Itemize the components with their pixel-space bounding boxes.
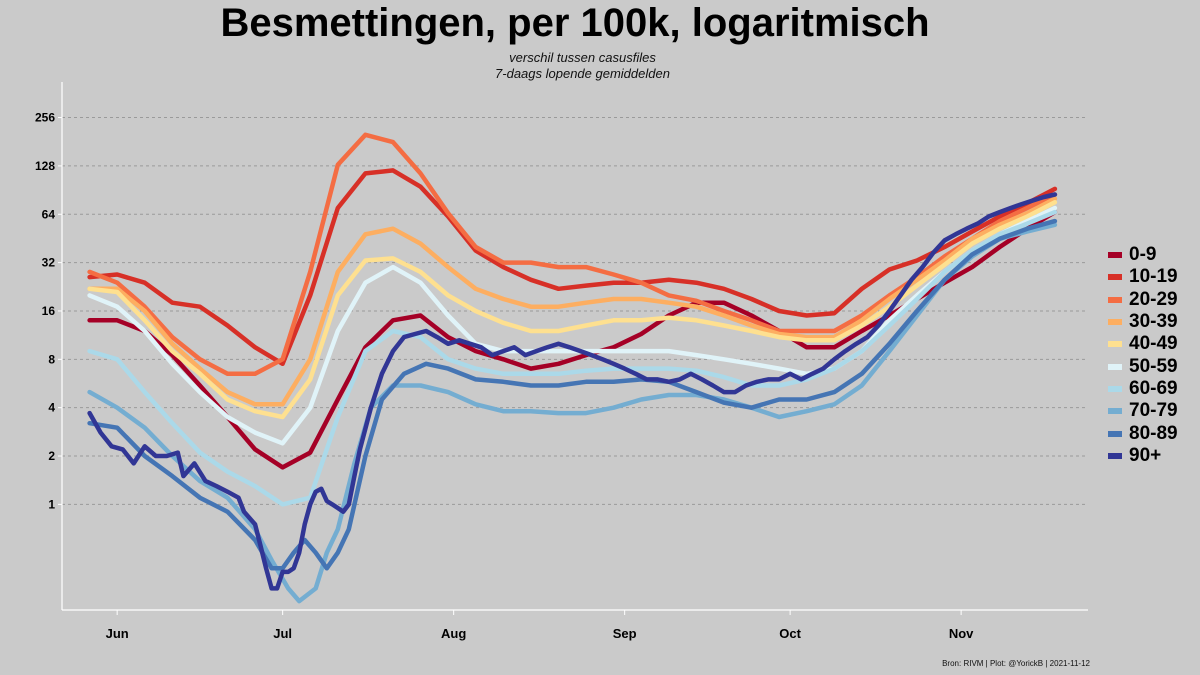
x-tick-label: Aug bbox=[441, 626, 466, 641]
legend-label: 50-59 bbox=[1129, 355, 1178, 377]
legend-swatch bbox=[1108, 319, 1122, 326]
legend-item: 30-39 bbox=[1108, 311, 1178, 333]
legend-label: 20-29 bbox=[1129, 288, 1178, 310]
legend-item: 70-79 bbox=[1108, 400, 1178, 422]
legend-label: 10-19 bbox=[1129, 266, 1178, 288]
legend-item: 20-29 bbox=[1108, 289, 1178, 311]
legend-item: 50-59 bbox=[1108, 355, 1178, 377]
legend-item: 0-9 bbox=[1108, 244, 1178, 266]
series-line-90+ bbox=[87, 192, 1058, 591]
y-tick-label: 16 bbox=[42, 304, 56, 318]
legend-item: 40-49 bbox=[1108, 333, 1178, 355]
x-tick-label: Oct bbox=[779, 626, 801, 641]
chart-subtitle-line-2: 7-daags lopende gemiddelden bbox=[495, 66, 670, 81]
legend-swatch bbox=[1108, 430, 1122, 437]
y-tick-label: 8 bbox=[48, 352, 55, 366]
series-line-10-19 bbox=[87, 168, 1058, 367]
chart-subtitle-line-1: verschil tussen casusfiles bbox=[509, 50, 656, 65]
y-tick-label: 1 bbox=[48, 497, 55, 511]
legend-label: 0-9 bbox=[1129, 244, 1157, 266]
y-tick-label: 256 bbox=[35, 111, 55, 125]
legend-item: 60-69 bbox=[1108, 378, 1178, 400]
legend-label: 90+ bbox=[1129, 444, 1162, 466]
legend-swatch bbox=[1108, 341, 1122, 348]
source-caption: Bron: RIVM | Plot: @YorickB | 2021-11-12 bbox=[942, 659, 1090, 668]
series-line-50-59 bbox=[87, 205, 1058, 446]
legend-swatch bbox=[1108, 296, 1122, 303]
legend-label: 30-39 bbox=[1129, 311, 1178, 333]
legend-swatch bbox=[1108, 363, 1122, 370]
series-line-20-29 bbox=[87, 132, 1058, 377]
series-line-0-9 bbox=[87, 209, 1058, 470]
series-line-60-69 bbox=[87, 209, 1058, 507]
legend-label: 60-69 bbox=[1129, 377, 1178, 399]
legend-swatch bbox=[1108, 408, 1122, 415]
x-tick-label: Jul bbox=[273, 626, 292, 641]
y-tick-label: 128 bbox=[35, 159, 55, 173]
series-line-70-79 bbox=[87, 222, 1058, 604]
x-tick-label: Nov bbox=[949, 626, 974, 641]
x-tick-label: Jun bbox=[106, 626, 129, 641]
legend: 0-9 10-19 20-29 30-39 40-49 50-59 60-69 70-79 80… bbox=[1108, 244, 1178, 467]
legend-item: 10-19 bbox=[1108, 266, 1178, 288]
series-line-80-89 bbox=[87, 218, 1058, 571]
legend-item: 80-89 bbox=[1108, 422, 1178, 444]
legend-swatch bbox=[1108, 385, 1122, 392]
series-line-30-39 bbox=[87, 196, 1058, 407]
legend-label: 70-79 bbox=[1129, 400, 1178, 422]
legend-label: 40-49 bbox=[1129, 333, 1178, 355]
legend-item: 90+ bbox=[1108, 445, 1178, 467]
y-tick-label: 2 bbox=[48, 449, 55, 463]
x-tick-label: Sep bbox=[613, 626, 637, 641]
y-tick-label: 4 bbox=[48, 401, 55, 415]
y-tick-label: 32 bbox=[42, 256, 56, 270]
legend-swatch bbox=[1108, 452, 1122, 459]
y-tick-label: 64 bbox=[42, 207, 56, 221]
legend-swatch bbox=[1108, 274, 1122, 281]
legend-label: 80-89 bbox=[1129, 422, 1178, 444]
chart-title: Besmettingen, per 100k, logaritmisch bbox=[220, 1, 930, 45]
legend-swatch bbox=[1108, 252, 1122, 259]
